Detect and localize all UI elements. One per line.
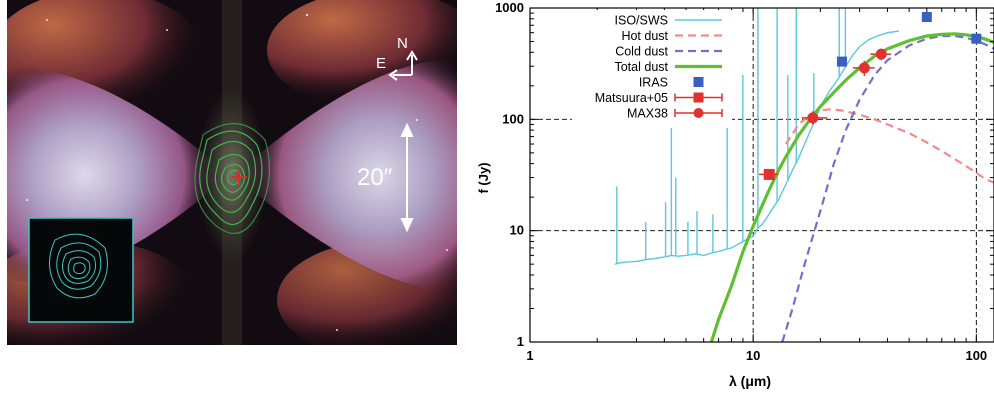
compass-north-label: N (397, 35, 408, 52)
legend-background (572, 10, 732, 128)
legend-swatch (693, 108, 704, 118)
y-axis-label: f (Jy) (476, 162, 491, 193)
scale-bar-label: 20″ (357, 164, 393, 191)
x-axis-label: λ (μm) (729, 373, 771, 389)
center-marker (231, 169, 247, 185)
total-dust-curve (709, 32, 994, 343)
scale-bar (400, 122, 414, 233)
legend-label: Matsuura+05 (595, 91, 668, 105)
nebula-image-panel: N E 20″ (7, 0, 457, 345)
plot-frame (529, 7, 994, 343)
iso-sws-spectrum (614, 30, 899, 265)
legend-label: Total dust (614, 60, 668, 74)
contour-map (194, 123, 271, 235)
x-tick-label: 1 (526, 348, 533, 363)
compass (388, 50, 418, 81)
y-tick-label: 1 (517, 334, 524, 349)
iras-point (971, 33, 982, 44)
legend-label: Cold dust (615, 45, 668, 59)
legend-label: IRAS (639, 76, 668, 90)
sed-chart-panel: 1 10 100 1 10 100 1000 ISO/SWS Hot dust Cold dus… (460, 0, 994, 393)
legend-label: ISO/SWS (615, 14, 668, 28)
y-tick-label: 10 (510, 223, 524, 238)
ticks: 1 10 100 1 10 100 1000 (495, 0, 994, 363)
x-tick-label: 100 (965, 348, 987, 363)
iras-point (921, 12, 932, 23)
legend-swatch (693, 77, 704, 87)
y-tick-label: 100 (502, 111, 524, 126)
legend-label: Hot dust (621, 29, 668, 43)
legend-swatch (693, 92, 704, 103)
nebula-image: N E 20″ (7, 0, 457, 345)
matsuura-point (763, 168, 775, 180)
legend-label: MAX38 (627, 107, 668, 121)
max38-point (858, 62, 870, 74)
x-tick-label: 10 (746, 348, 760, 363)
inset-panel (28, 217, 134, 323)
max38-point (875, 48, 887, 60)
max38-point (807, 112, 819, 124)
compass-east-label: E (376, 55, 386, 72)
iras-point (836, 56, 847, 67)
y-tick-label: 1000 (495, 0, 524, 15)
cold-dust-curve (781, 34, 994, 343)
grid (530, 8, 994, 342)
